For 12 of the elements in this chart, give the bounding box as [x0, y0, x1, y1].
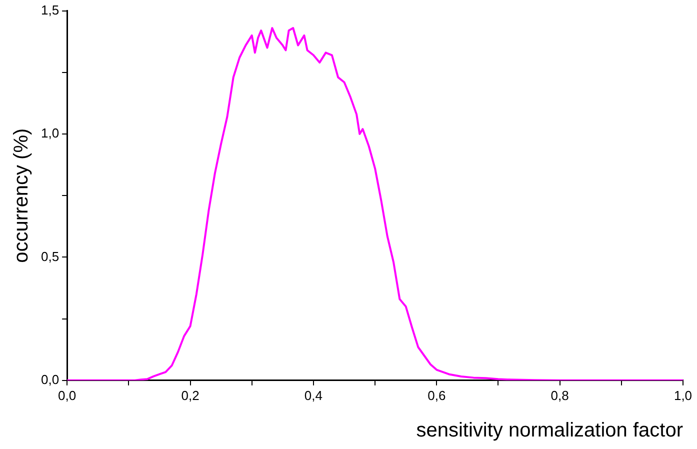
x-tick-label: 0,2 — [181, 388, 200, 403]
y-tick-label: 0,0 — [40, 372, 60, 387]
y-tick-label: 1,5 — [40, 2, 60, 18]
x-tick-label: 1,0 — [674, 388, 692, 403]
x-tick-label: 0,8 — [550, 388, 569, 403]
x-tick-label: 0,6 — [428, 388, 446, 403]
y-axis-title: occurrency (%) — [10, 128, 33, 263]
x-tick-label: 0,0 — [58, 388, 76, 403]
y-tick-label: 0,5 — [40, 248, 60, 264]
y-tick-label: 1,0 — [40, 126, 60, 141]
x-tick-label: 0,4 — [304, 388, 322, 403]
x-axis-title: sensitivity normalization factor — [416, 420, 684, 442]
